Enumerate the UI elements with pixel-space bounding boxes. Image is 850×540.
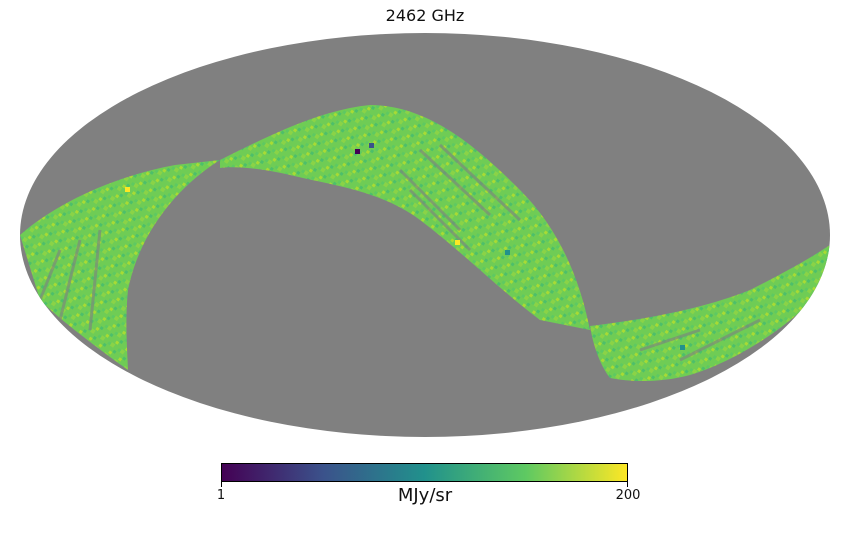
pixel-teal-1	[505, 250, 510, 255]
pixel-yellow-1	[455, 240, 460, 245]
colorbar-min-label: 1	[216, 488, 226, 503]
pixel-dark-1	[355, 149, 360, 154]
map-title: 2462 GHz	[385, 6, 465, 25]
pixel-dark-2	[369, 143, 374, 148]
colorbar-tick-min	[221, 482, 222, 487]
scan-stripes	[38, 143, 761, 362]
colorbar-tick-max	[627, 482, 628, 487]
colorbar-unit-label: MJy/sr	[397, 485, 453, 506]
band-left-lobe	[20, 160, 220, 370]
band-middle-arc	[220, 105, 590, 330]
observed-band	[20, 105, 830, 382]
colorbar	[221, 463, 628, 482]
pixel-yellow-2	[125, 187, 130, 192]
colorbar-max-label: 200	[615, 488, 641, 503]
pixel-teal-2	[680, 345, 685, 350]
